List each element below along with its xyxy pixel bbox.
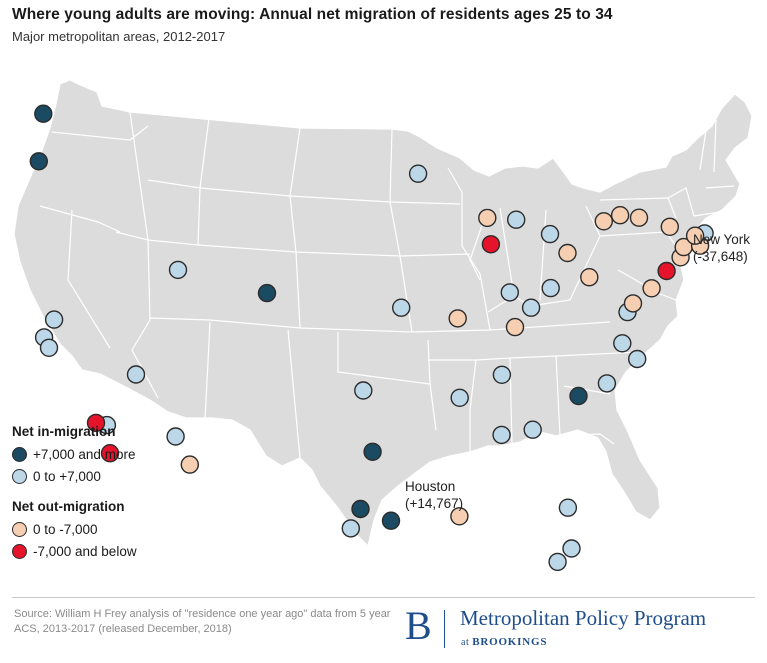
metro-dot-out — [610, 205, 630, 225]
metro-dot-strong-in — [363, 442, 382, 461]
new-york-value: (-37,648) — [693, 249, 748, 264]
legend-label-strong-out: -7,000 and below — [33, 543, 137, 559]
legend-in-title: Net in-migration — [12, 424, 116, 439]
metro-dot-in — [354, 381, 373, 400]
metro-dot-strong-in — [257, 283, 277, 303]
metro-dots — [29, 104, 714, 572]
houston-name: Houston — [405, 479, 456, 494]
metro-dot-in — [613, 334, 632, 353]
metro-dot-strong-out — [657, 261, 676, 281]
brookings-logo: B — [405, 603, 432, 648]
legend-label-strong-in: +7,000 and more — [33, 446, 136, 462]
metro-dot-strong-out — [86, 413, 106, 433]
metro-dot-strong-in — [569, 386, 588, 406]
metro-dot-out — [450, 507, 469, 526]
metro-dot-in — [523, 420, 542, 439]
legend-item-strong-in: +7,000 and more — [12, 443, 137, 465]
metro-dot-strong-out — [481, 235, 501, 254]
state-borders — [39, 109, 735, 459]
metro-dot-in — [597, 374, 617, 393]
legend-item-in: 0 to +7,000 — [12, 465, 137, 487]
legend-label-in: 0 to +7,000 — [33, 468, 101, 484]
metro-dot-strong-in — [34, 104, 53, 123]
metro-dot-out — [478, 208, 497, 228]
metro-dot-in — [44, 310, 64, 329]
metro-dot-in — [562, 539, 581, 558]
metro-dot-strong-in — [381, 511, 401, 530]
metro-dot-in — [166, 427, 185, 446]
metro-dot-strong-in — [351, 499, 370, 519]
metro-dot-out — [660, 217, 679, 237]
legend-swatch-strong-in — [12, 446, 27, 462]
legend-swatch-out — [12, 521, 27, 537]
brand-sub-org: BROOKINGS — [472, 636, 548, 648]
legend-out-title: Net out-migration — [12, 499, 125, 514]
footer-divider — [12, 597, 755, 598]
metro-dot-in — [628, 349, 647, 369]
metro-dot-in — [450, 388, 469, 407]
metro-dot-strong-in — [29, 152, 48, 171]
legend-item-strong-out: -7,000 and below — [12, 540, 137, 562]
metro-dot-strong-out — [100, 444, 120, 463]
legend-swatch-in — [12, 468, 27, 484]
map-legend: Net in-migration +7,000 and more 0 to +7… — [12, 424, 137, 562]
metro-dot-in — [541, 278, 560, 298]
metro-dot-out — [629, 208, 649, 227]
metro-dot-in — [540, 224, 560, 244]
metro-dot-out — [594, 212, 613, 231]
metro-dot-in — [126, 365, 146, 384]
new-york-name: New York — [693, 232, 751, 247]
metro-dot-in — [500, 283, 519, 302]
brand-sub-prefix: at — [461, 637, 470, 648]
metro-dot-out — [685, 226, 705, 245]
legend-swatch-strong-out — [12, 543, 27, 559]
metro-dot-in — [492, 425, 511, 445]
us-map — [13, 79, 753, 572]
legend-item-out: 0 to -7,000 — [12, 518, 137, 540]
metro-dot-in — [392, 298, 411, 317]
brand-name: Metropolitan Policy Program — [460, 606, 707, 630]
us-outline — [13, 79, 753, 548]
legend-label-out: 0 to -7,000 — [33, 521, 98, 537]
metro-dot-in — [521, 298, 541, 317]
metro-dot-in — [408, 164, 428, 183]
metro-dot-out — [580, 268, 599, 287]
brand-divider — [444, 610, 445, 648]
new-york-callout: New York (-37,648) — [693, 231, 750, 265]
metro-dot-out — [558, 243, 577, 263]
metro-dot-in — [39, 338, 59, 357]
metro-dot-in — [492, 365, 512, 384]
metro-dot-in — [558, 498, 578, 517]
metro-dot-in — [507, 210, 526, 229]
page-title: Where young adults are moving: Annual ne… — [12, 6, 613, 23]
houston-value: (+14,767) — [405, 496, 464, 511]
metro-dot-in — [548, 552, 567, 572]
brand-subline: at BROOKINGS — [461, 636, 547, 648]
page-subtitle: Major metropolitan areas, 2012-2017 — [12, 29, 226, 44]
metro-dot-in — [168, 260, 188, 280]
houston-callout: Houston (+14,767) — [405, 478, 463, 512]
metro-dot-out — [180, 455, 200, 474]
metro-dot-out — [623, 294, 643, 313]
metro-dot-out — [505, 317, 525, 337]
metro-dot-out — [642, 279, 661, 298]
metro-dot-out — [448, 309, 467, 328]
us-landmass — [13, 79, 753, 548]
source-note: Source: William H Frey analysis of "resi… — [14, 608, 391, 635]
metro-dot-in — [341, 519, 360, 538]
